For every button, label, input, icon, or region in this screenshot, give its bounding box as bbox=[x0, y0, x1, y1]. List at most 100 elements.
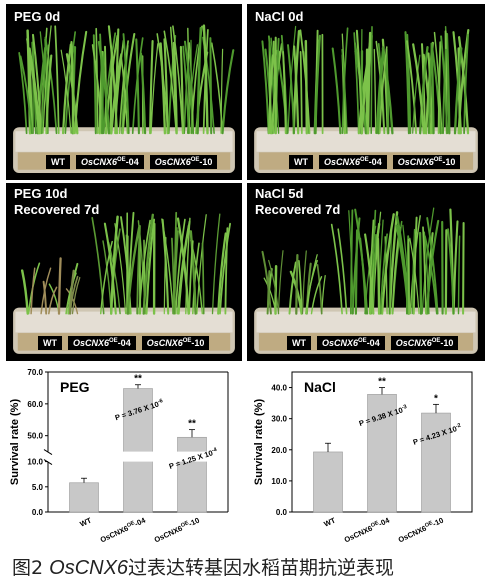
seedling-leaf bbox=[26, 29, 32, 135]
seedling-leaf bbox=[299, 29, 311, 135]
y-tick-label: 10.0 bbox=[271, 477, 287, 486]
seedling-leaf bbox=[120, 216, 132, 315]
seedling-leaf bbox=[30, 267, 36, 315]
bar bbox=[313, 451, 343, 513]
seedling-leaf bbox=[424, 235, 438, 315]
seedling-leaf bbox=[406, 40, 418, 135]
seedling-leaf bbox=[445, 32, 451, 135]
seedling-leaf bbox=[42, 280, 48, 315]
y-tick-label: 20.0 bbox=[271, 446, 287, 455]
photo-panel-nacl-0d: NaCl 0d WT OsCNX6OE-04 OsCNX6OE-10 bbox=[247, 4, 485, 180]
seedling-leaf bbox=[411, 228, 416, 315]
seedling-leaf bbox=[103, 222, 117, 315]
y-axis-label: Survival rate (%) bbox=[9, 399, 21, 486]
seedling-leaf bbox=[422, 226, 427, 315]
seedling-leaf bbox=[353, 32, 360, 135]
seedling-leaf bbox=[64, 31, 76, 134]
line1-label: OsCNX6OE-04 bbox=[68, 336, 136, 350]
y-tick-label: 10.0 bbox=[27, 458, 43, 467]
seedling-leaf bbox=[431, 47, 442, 135]
seedling-leaf bbox=[159, 42, 167, 135]
line2-label: OsCNX6OE-10 bbox=[390, 336, 459, 350]
chart-title: PEG bbox=[60, 379, 90, 395]
axis-break-mark bbox=[43, 459, 53, 466]
caption-text: 过表达转基因水稻苗期抗逆表现 bbox=[128, 557, 395, 579]
seedling-leaf bbox=[316, 264, 323, 315]
y-tick-label: 30.0 bbox=[271, 415, 287, 424]
seedling-leaf bbox=[217, 232, 227, 315]
seedling-leaf bbox=[452, 220, 459, 315]
panel-label: NaCl 5d Recovered 7d bbox=[255, 186, 341, 217]
significance-label: ** bbox=[378, 377, 386, 388]
seedling-leaf bbox=[92, 34, 97, 135]
genotype-labels: WT OsCNX6OE-04 OsCNX6OE-10 bbox=[46, 155, 218, 169]
seedling-leaf bbox=[190, 39, 193, 134]
seedling-leaf bbox=[419, 46, 429, 135]
seedling-leaf bbox=[68, 269, 75, 315]
wt-label: WT bbox=[46, 155, 70, 169]
seedling-leaf bbox=[277, 250, 284, 315]
seedling-leaf bbox=[109, 215, 119, 315]
seedling-leaf bbox=[268, 259, 280, 315]
seedling-leaf bbox=[388, 229, 393, 315]
seedling-leaf bbox=[202, 24, 209, 135]
seedling-leaf bbox=[48, 286, 58, 315]
seedling-leaf bbox=[57, 257, 62, 315]
seedling-leaf bbox=[388, 211, 399, 315]
seedling-leaf bbox=[282, 50, 287, 135]
x-tick-label: WT bbox=[78, 515, 93, 528]
seedling-leaf bbox=[172, 227, 178, 315]
seedling-leaf bbox=[163, 38, 169, 135]
seedling-leaf bbox=[176, 224, 190, 315]
seedling-leaf bbox=[174, 218, 186, 315]
seedling-leaf bbox=[292, 45, 300, 135]
seedling-leaf bbox=[310, 276, 323, 315]
seedling-leaf bbox=[444, 229, 448, 315]
bar bbox=[421, 412, 451, 513]
seedling-leaf bbox=[95, 27, 99, 135]
seedling-leaf bbox=[118, 40, 129, 135]
seedling-leaf bbox=[373, 48, 377, 134]
genotype-labels: WT OsCNX6OE-04 OsCNX6OE-10 bbox=[38, 336, 210, 350]
seedling-leaf bbox=[447, 228, 455, 315]
y-tick-label: 40.0 bbox=[271, 384, 287, 393]
seedling-leaf bbox=[354, 50, 367, 135]
seedling-leaf bbox=[120, 53, 129, 134]
seedling-leaf bbox=[412, 43, 425, 135]
photo-panel-nacl-5d: NaCl 5d Recovered 7d WT OsCNX6OE-04 OsCN… bbox=[247, 183, 485, 361]
seedling-leaf bbox=[97, 40, 111, 135]
y-tick-label: 0.0 bbox=[276, 508, 288, 517]
significance-label: * bbox=[434, 393, 438, 404]
seedling-leaf bbox=[298, 259, 303, 315]
seedling-leaf bbox=[442, 48, 447, 135]
seedling-leaf bbox=[379, 233, 388, 315]
seedling-leaf bbox=[142, 213, 154, 315]
seedling-leaf bbox=[453, 47, 463, 135]
seedling-leaf bbox=[404, 31, 410, 135]
seedling-leaf bbox=[150, 43, 159, 134]
seedling-leaf bbox=[145, 218, 156, 315]
seedling-leaf bbox=[201, 242, 205, 315]
bar bbox=[69, 482, 99, 513]
seedling-leaf bbox=[60, 49, 72, 134]
seedling-leaf bbox=[189, 230, 197, 315]
seedling-leaf bbox=[211, 42, 224, 134]
panel-label: PEG 0d bbox=[14, 9, 61, 24]
seedling-leaf bbox=[20, 269, 29, 315]
seedling-leaf bbox=[224, 227, 229, 315]
seedling-leaf bbox=[457, 36, 470, 135]
seedling-leaf bbox=[426, 217, 439, 315]
bar-break bbox=[122, 451, 154, 462]
wt-label: WT bbox=[38, 336, 62, 350]
seedling-leaf bbox=[375, 40, 385, 134]
seedling-leaf bbox=[220, 48, 224, 134]
seedling-leaf bbox=[131, 37, 144, 135]
seedling-leaf bbox=[341, 49, 348, 134]
seedling-leaf bbox=[440, 35, 449, 135]
seedling-leaf bbox=[211, 213, 221, 315]
seedling-leaf bbox=[41, 52, 47, 134]
seedling-leaf bbox=[101, 51, 105, 135]
seedling-leaf bbox=[65, 272, 77, 315]
y-tick-label: 5.0 bbox=[32, 483, 44, 492]
seedling-leaf bbox=[45, 54, 53, 135]
